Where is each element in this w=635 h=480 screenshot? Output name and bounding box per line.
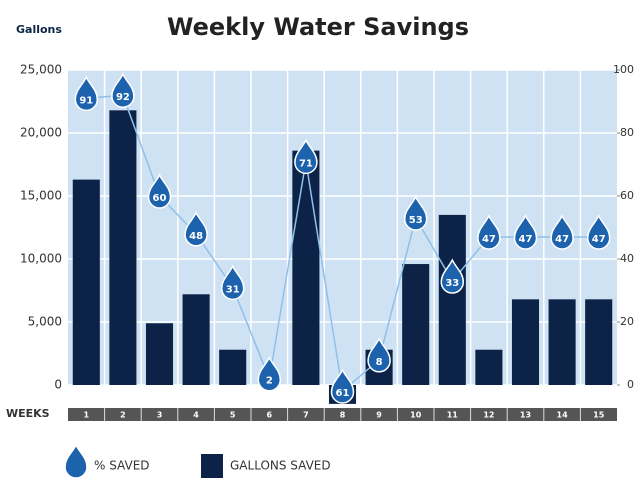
marker: [550, 214, 574, 250]
x-tick-label: 7: [303, 411, 309, 420]
y2-tick-label: 100: [613, 63, 634, 76]
data-label: 48: [189, 231, 203, 242]
marker: [220, 264, 245, 301]
y-tick-label: 0: [54, 378, 62, 392]
y-tick-label: 5,000: [28, 315, 62, 329]
x-tick-label: 6: [267, 411, 273, 420]
y2-tick-label: 40: [620, 252, 634, 265]
x-axis-label: WEEKS: [6, 407, 50, 420]
data-label: 31: [226, 284, 240, 295]
x-tick-label: 11: [447, 411, 459, 420]
x-tick-label: 12: [483, 411, 494, 420]
data-label: 2: [266, 376, 273, 387]
data-label: 60: [153, 193, 167, 204]
data-label: 8: [376, 357, 383, 368]
y-tick-label: 10,000: [20, 252, 62, 266]
y-axis-label: Gallons: [16, 23, 62, 36]
y2-tick-label: 80: [620, 126, 634, 139]
x-tick-label: 3: [157, 411, 163, 420]
marker: [184, 211, 208, 247]
week-strip: [68, 408, 617, 421]
x-tick-label: 15: [593, 411, 605, 420]
data-label: 47: [592, 234, 606, 245]
bar: [585, 299, 613, 385]
marker: [440, 258, 465, 294]
bar: [548, 299, 576, 385]
data-label: 47: [519, 234, 533, 245]
data-label: 61: [336, 388, 350, 399]
bar: [511, 299, 540, 385]
bar: [109, 110, 137, 385]
marker: [477, 214, 501, 250]
marker: [586, 214, 611, 250]
chart-title: Weekly Water Savings: [167, 13, 469, 41]
data-label: 47: [482, 234, 496, 245]
data-label: 33: [445, 278, 459, 289]
legend-marker: [64, 443, 88, 479]
y2-tick-label: 20: [620, 315, 634, 328]
marker: [111, 72, 135, 108]
x-tick-label: 2: [120, 411, 126, 420]
data-label: 53: [409, 215, 423, 226]
x-tick-label: 10: [410, 411, 422, 420]
y2-tick-label: 0: [627, 378, 634, 391]
data-label: 92: [116, 92, 130, 103]
data-label: 91: [79, 95, 93, 106]
legend-label: GALLONS SAVED: [230, 459, 331, 473]
legend-marker: [201, 454, 223, 478]
marker: [367, 337, 391, 373]
y-tick-label: 15,000: [20, 189, 62, 203]
y2-tick-label: 60: [620, 189, 634, 202]
x-tick-label: 9: [376, 411, 382, 420]
bar: [182, 294, 210, 385]
bar: [219, 349, 247, 385]
bar: [475, 349, 503, 385]
marker: [257, 356, 282, 392]
marker: [513, 214, 538, 250]
bar: [402, 264, 430, 385]
bar: [292, 150, 320, 385]
x-tick-label: 1: [84, 411, 90, 420]
marker: [330, 368, 355, 404]
data-label: 71: [299, 158, 313, 169]
data-label: 47: [555, 234, 569, 245]
x-tick-label: 8: [340, 411, 346, 420]
y-tick-label: 20,000: [20, 126, 62, 140]
y-tick-label: 25,000: [20, 63, 62, 77]
x-tick-label: 13: [520, 411, 531, 420]
x-tick-label: 14: [557, 411, 569, 420]
x-tick-label: 5: [230, 411, 236, 420]
marker: [294, 138, 318, 175]
marker: [403, 195, 428, 231]
x-tick-label: 4: [193, 411, 199, 420]
bar: [438, 214, 466, 385]
marker: [147, 173, 172, 209]
legend-label: % SAVED: [94, 459, 150, 473]
bar: [145, 323, 174, 385]
bar: [72, 179, 100, 385]
marker: [74, 75, 99, 112]
